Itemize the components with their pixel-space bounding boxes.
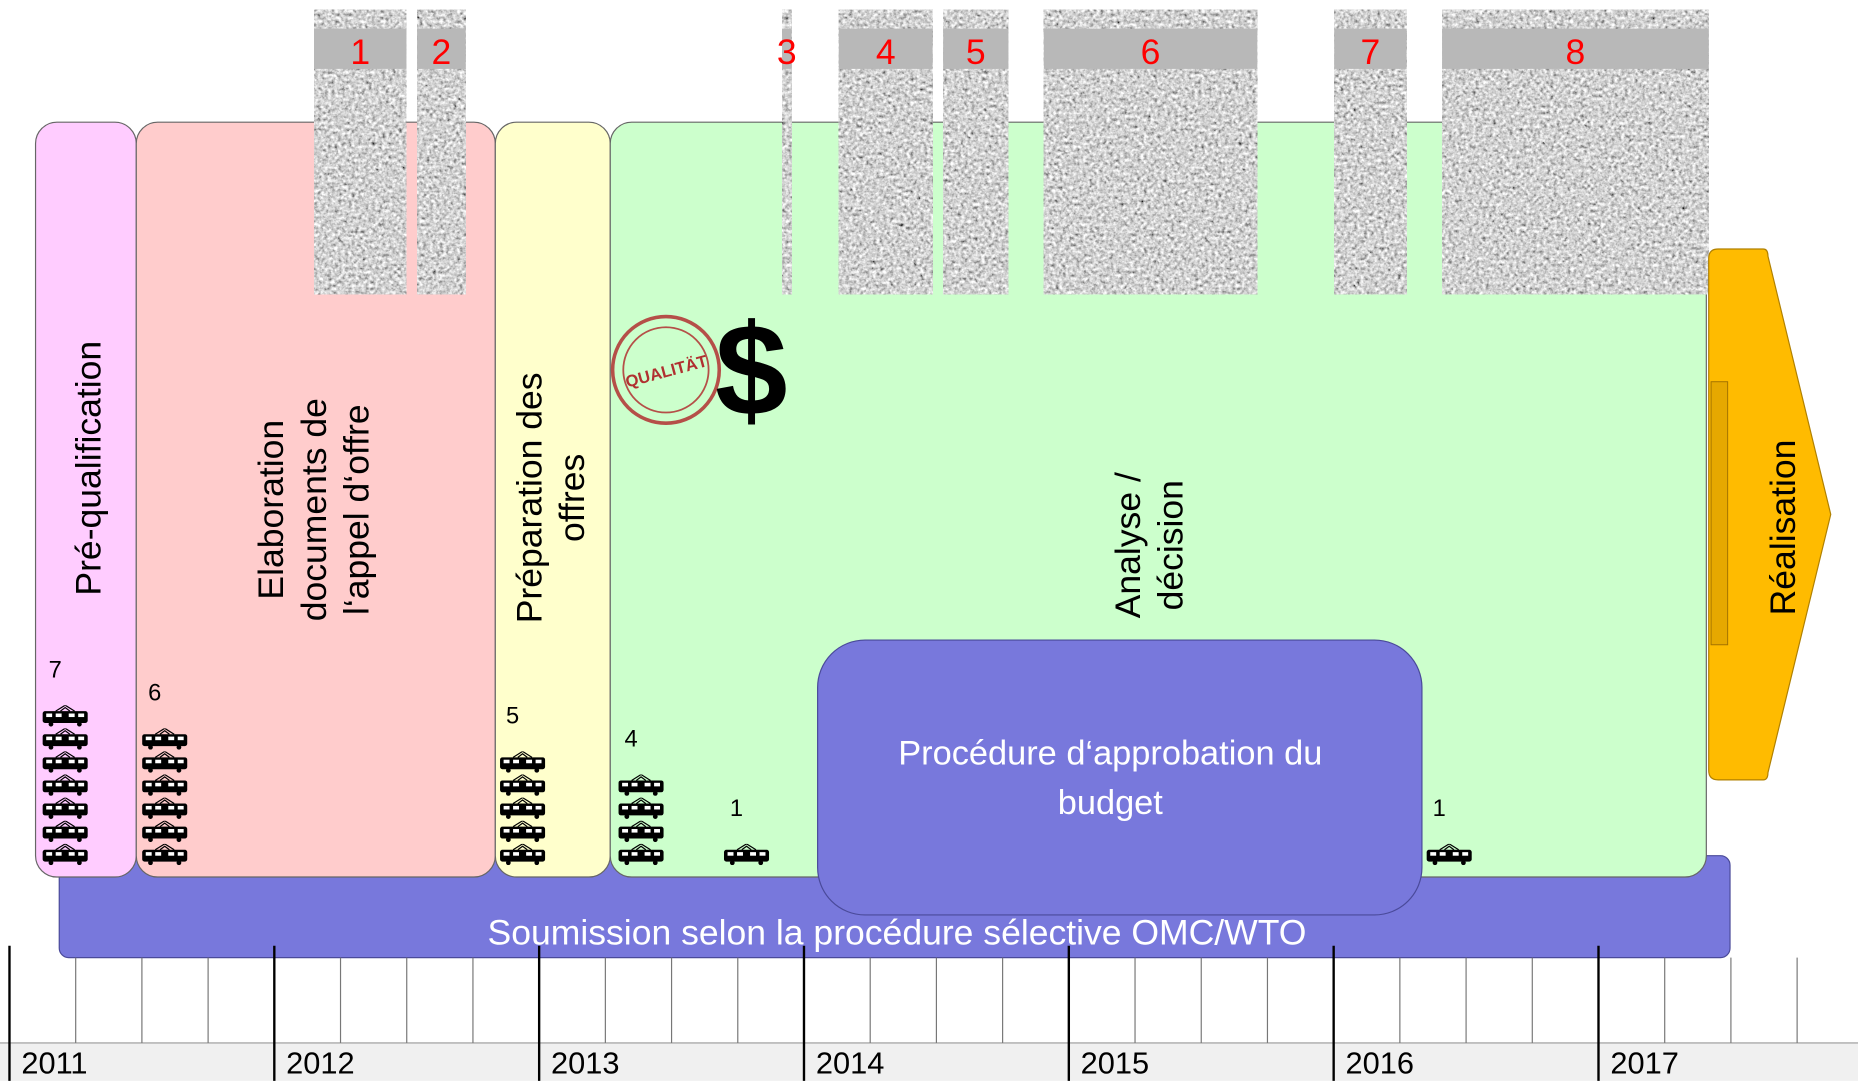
year-label: 2013 [551, 1046, 620, 1081]
phase-label: Elaboration [251, 420, 291, 600]
block-number: 3 [777, 32, 797, 72]
phase-label: l‘appel d‘offre [337, 404, 377, 615]
tram-count: 1 [730, 796, 743, 822]
block-texture [1334, 9, 1407, 295]
block-header [417, 28, 466, 69]
block: 6 [1043, 9, 1258, 295]
stamp [610, 314, 722, 425]
year-label: 2014 [816, 1046, 885, 1081]
block: 7 [1334, 9, 1407, 295]
block: 2 [417, 9, 466, 295]
approval-label: budget [1058, 784, 1164, 822]
tram-count: 7 [49, 657, 62, 683]
approval-label: Procédure d‘approbation du [898, 734, 1322, 772]
block-number: 1 [350, 32, 370, 72]
block-number: 4 [876, 32, 896, 72]
phase-label: Analyse / [1108, 472, 1148, 618]
block-header [943, 28, 1009, 69]
block: 4 [838, 9, 933, 295]
tram-count: 4 [624, 727, 637, 753]
year-row [0, 1042, 1858, 1081]
block-number: 2 [432, 32, 452, 72]
dollar: $ [715, 297, 787, 443]
block-texture [1442, 9, 1709, 295]
block: 3 [777, 9, 797, 295]
block-header [838, 28, 933, 69]
block: 8 [1442, 9, 1709, 295]
block-header [782, 28, 792, 69]
approval-box [817, 639, 1423, 916]
block: 5 [943, 9, 1009, 295]
block-number: 6 [1141, 32, 1161, 72]
year-label: 2015 [1081, 1046, 1150, 1081]
block-texture [838, 9, 933, 295]
block: 1 [314, 9, 407, 295]
year-label: 2012 [286, 1046, 355, 1081]
block-texture [314, 9, 407, 295]
block-number: 5 [966, 32, 986, 72]
realisation-arrow [1708, 248, 1832, 781]
block-texture [943, 9, 1009, 295]
submission-label: Soumission selon la procédure sélective … [488, 913, 1307, 953]
year-label: 2011 [21, 1046, 87, 1081]
block-number: 7 [1361, 32, 1381, 72]
phase-label: offres [552, 454, 592, 542]
tram-count: 5 [506, 704, 519, 730]
block-header [314, 28, 407, 69]
block-texture [782, 9, 792, 295]
year-label: 2016 [1346, 1046, 1415, 1081]
block-header [1334, 28, 1407, 69]
block-header [1043, 28, 1258, 69]
phase-label: Pré-qualification [69, 341, 109, 596]
block-header [1442, 28, 1709, 69]
realisation-label: Réalisation [1763, 440, 1803, 616]
block-number: 8 [1566, 32, 1586, 72]
stamp-inner [622, 326, 710, 414]
block-texture [1043, 9, 1258, 295]
tram-count: 6 [148, 680, 161, 706]
phase-label: documents de [294, 398, 334, 621]
tram-count: 1 [1433, 796, 1446, 822]
phase-label: Préparation des [510, 372, 550, 623]
phase-label: décision [1151, 480, 1191, 610]
block-texture [417, 9, 466, 295]
year-label: 2017 [1610, 1046, 1679, 1081]
arrow-stripe [1710, 381, 1729, 646]
